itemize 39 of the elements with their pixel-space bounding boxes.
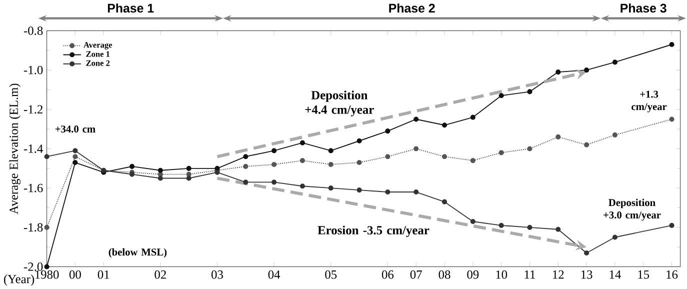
x-tick-label: 14	[610, 270, 621, 278]
y-tick-label: -1.6	[24, 184, 43, 192]
text: Phase 3	[620, 3, 666, 12]
x-tick-label: 12	[553, 270, 564, 278]
legend-label: Average	[84, 42, 112, 50]
x-tick-label: 1980	[35, 270, 59, 279]
y-tick-label: -1.8	[24, 223, 43, 232]
annotation: (below MSL)	[108, 248, 167, 258]
annotation: Deposition +4.4 cm/year	[305, 90, 374, 116]
annotation: Deposition +3.0 cm/year	[604, 198, 661, 221]
legend-label: Zone 2	[86, 60, 110, 66]
x-tick-label: 00	[69, 270, 81, 279]
x-tick-label: 07	[410, 270, 422, 279]
x-tick-label: 09	[467, 270, 479, 279]
x-tick-label: 08	[438, 270, 450, 279]
x-axis-title: (Year)	[4, 274, 34, 286]
x-tick-label: 04	[268, 270, 280, 279]
annotation: +1.3 cm/year	[632, 90, 667, 112]
y-tick-label: -1.2	[24, 105, 42, 114]
x-tick-label: 06	[382, 270, 394, 279]
x-tick-label: 01	[98, 270, 110, 279]
y-tick-label: -0.8	[24, 26, 43, 35]
annotation: Erosion -3.5 cm/year	[318, 226, 430, 237]
text: Phase 2	[389, 3, 435, 12]
x-tick-label: 10	[496, 270, 508, 279]
y-tick-label: -1.0	[24, 66, 43, 74]
x-tick-label: 05	[325, 270, 337, 279]
x-tick-label: 02	[154, 270, 166, 279]
y-tick-label: -2.0	[24, 262, 43, 271]
annotation: +34.0 cm	[55, 125, 96, 132]
x-tick-label: 16	[666, 270, 678, 279]
x-tick-label: 15	[638, 270, 650, 279]
y-axis-title: Average Elevation (EL.m)	[9, 84, 21, 214]
x-tick-label: 13	[581, 270, 592, 279]
legend-label: Zone 1	[86, 51, 110, 57]
x-tick-label: 11	[524, 270, 535, 278]
y-tick-label: -1.4	[24, 144, 43, 153]
text: Phase 1	[108, 3, 154, 12]
x-tick-label: 03	[212, 270, 223, 279]
